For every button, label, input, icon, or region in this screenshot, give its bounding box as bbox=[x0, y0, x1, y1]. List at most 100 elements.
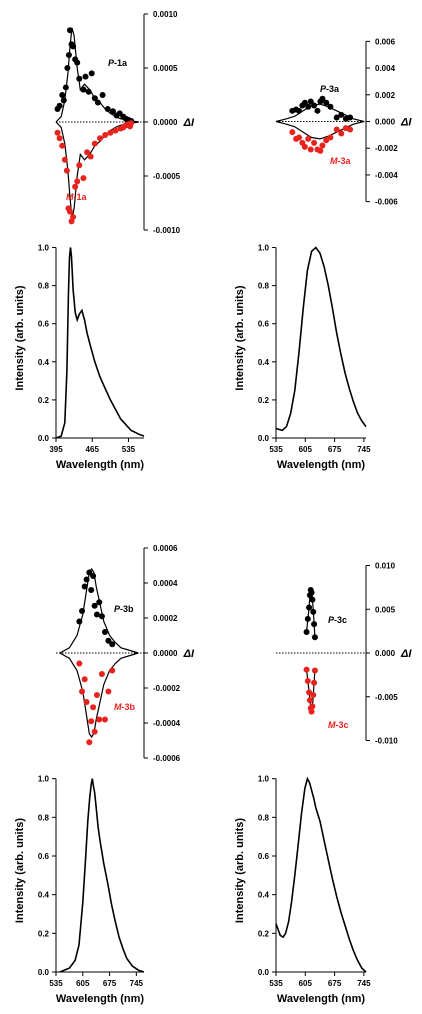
m-point bbox=[72, 183, 79, 190]
m-point bbox=[311, 667, 318, 674]
m-point bbox=[84, 149, 91, 156]
p-point bbox=[82, 73, 89, 80]
p-series-label-letter: P bbox=[114, 604, 121, 614]
p-point bbox=[94, 99, 101, 106]
m-point bbox=[97, 135, 103, 142]
p-point bbox=[85, 88, 92, 95]
cpl-ytick-label: 0.0002 bbox=[153, 614, 178, 623]
m-series-label-id: -1a bbox=[74, 192, 88, 202]
m-point bbox=[74, 178, 81, 185]
p-point bbox=[307, 98, 314, 105]
pl-xtick-label: 745 bbox=[357, 979, 371, 988]
cpl-ytick-label: 0.004 bbox=[375, 64, 396, 73]
cpl-ytick-label: 0.000 bbox=[375, 649, 396, 658]
m-point bbox=[107, 129, 114, 136]
m-point bbox=[317, 147, 324, 154]
y-axis-label: Intensity (arb. units) bbox=[14, 285, 26, 390]
cpl-axis-label: ΔI bbox=[400, 648, 412, 660]
m-point bbox=[79, 688, 86, 695]
cpl-ytick-label: -0.004 bbox=[375, 171, 398, 180]
p-point bbox=[296, 107, 303, 114]
cpl-ytick-label: 0.010 bbox=[375, 562, 396, 571]
p-point bbox=[105, 637, 112, 644]
pl-xtick-label: 675 bbox=[328, 979, 342, 988]
p-point bbox=[311, 102, 318, 109]
pl-curve bbox=[55, 247, 145, 439]
p-series-label-letter: P bbox=[320, 84, 327, 94]
m-series-label-letter: M bbox=[328, 720, 336, 730]
m-point bbox=[347, 126, 354, 133]
m-point bbox=[91, 728, 98, 735]
m-point bbox=[311, 139, 318, 146]
m-point bbox=[101, 716, 108, 723]
m-point bbox=[88, 718, 95, 725]
m-curve bbox=[59, 652, 139, 739]
p-point bbox=[88, 587, 95, 593]
p-series-label: P-1a bbox=[108, 58, 128, 68]
p-point bbox=[109, 641, 116, 648]
pl-ytick-label: 0.2 bbox=[258, 929, 270, 938]
m-series-label-letter: M bbox=[66, 192, 74, 202]
cpl-ytick-label: 0.0000 bbox=[153, 118, 178, 127]
pl-xtick-label: 745 bbox=[357, 445, 371, 454]
m-point bbox=[83, 699, 90, 705]
m-point bbox=[305, 135, 312, 142]
m-point bbox=[59, 142, 66, 149]
pl-ytick-label: 0.6 bbox=[38, 320, 50, 329]
p-curve bbox=[59, 567, 139, 654]
m-point bbox=[66, 208, 73, 215]
pl-curve bbox=[275, 246, 367, 432]
p-point bbox=[304, 615, 311, 622]
m-point bbox=[333, 126, 340, 133]
pl-ytick-label: 0.4 bbox=[38, 891, 50, 900]
panel-1: -0.0010-0.00050.00000.00050.0010ΔIP-1aM-… bbox=[14, 10, 195, 471]
pl-ytick-label: 0.0 bbox=[38, 434, 50, 443]
m-point bbox=[311, 679, 318, 686]
m-point bbox=[91, 140, 98, 147]
p-point bbox=[311, 621, 318, 628]
p-point bbox=[98, 613, 105, 620]
cpl-ytick-label: 0.002 bbox=[375, 91, 396, 100]
pl-ytick-label: 0.0 bbox=[258, 434, 270, 443]
y-axis-label: Intensity (arb. units) bbox=[234, 285, 246, 390]
p-point bbox=[70, 43, 77, 50]
pl-ytick-label: 0.8 bbox=[38, 813, 50, 822]
p-point bbox=[93, 611, 100, 618]
pl-ytick-label: 0.0 bbox=[38, 968, 50, 977]
m-series-label: M-3b bbox=[114, 702, 136, 712]
cpl-axis-label: ΔI bbox=[183, 648, 195, 660]
p-point bbox=[83, 576, 90, 583]
m-point bbox=[319, 142, 326, 149]
cpl-ytick-label: 0.0006 bbox=[153, 544, 178, 553]
p-series-label-letter: P bbox=[328, 615, 335, 625]
p-point bbox=[59, 92, 66, 98]
m-point bbox=[112, 127, 119, 134]
m-point bbox=[307, 146, 314, 153]
p-series-label-id: -3c bbox=[334, 615, 347, 625]
p-point bbox=[88, 70, 95, 77]
m-point bbox=[102, 131, 109, 138]
panel-4: -0.010-0.0050.0000.0050.010ΔIP-3cM-3c0.0… bbox=[234, 562, 412, 1006]
p-point bbox=[309, 596, 316, 603]
panel-2: -0.006 -0.004 -0.002 0.000 0.002 0.004 0.006 ΔI… bbox=[234, 37, 412, 471]
pl-xtick-label: 395 bbox=[49, 445, 63, 454]
pl-xtick-label: 605 bbox=[299, 445, 313, 454]
p-point bbox=[338, 111, 345, 118]
cpl-ytick-label: 0.000 bbox=[375, 118, 396, 127]
m-series-label-id: -3b bbox=[122, 702, 136, 712]
p-series-label: P-3c bbox=[328, 615, 347, 625]
p-series-label-id: -1a bbox=[114, 58, 128, 68]
cpl-ytick-label: -0.006 bbox=[375, 198, 398, 207]
cpl-ytick-label: -0.002 bbox=[375, 144, 398, 153]
p-point bbox=[90, 573, 97, 579]
cpl-ytick-label: -0.0010 bbox=[153, 226, 181, 235]
m-point bbox=[87, 153, 94, 160]
pl-ytick-label: 0.6 bbox=[38, 852, 50, 861]
p-point bbox=[311, 634, 318, 641]
m-point bbox=[76, 162, 83, 169]
m-series-label: M-3a bbox=[330, 156, 352, 166]
p-series-label: P-3a bbox=[320, 84, 340, 94]
p-point bbox=[62, 84, 69, 91]
pl-xtick-label: 605 bbox=[76, 979, 90, 988]
pl-xtick-label: 465 bbox=[86, 445, 100, 454]
